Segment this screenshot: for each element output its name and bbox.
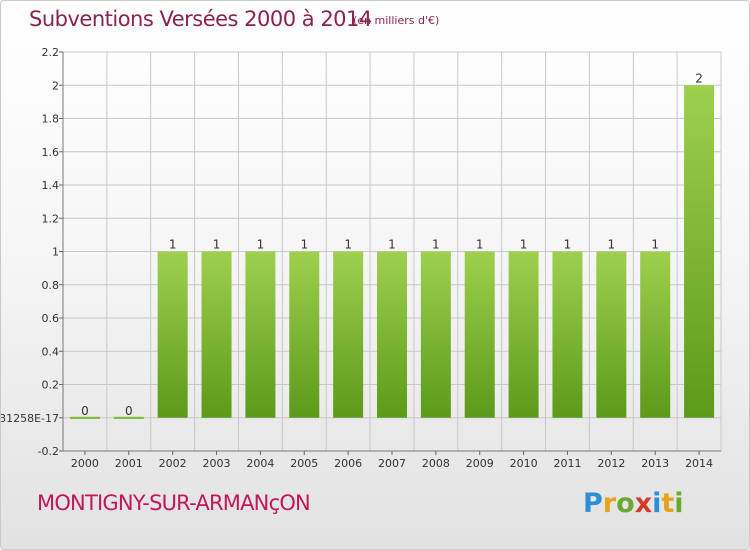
y-tick-label: 1.6 xyxy=(42,146,60,159)
x-tick-label: 2000 xyxy=(71,457,99,470)
y-tick-label: 0.2 xyxy=(42,379,60,392)
bar xyxy=(552,251,583,418)
x-tick-label: 2009 xyxy=(466,457,494,470)
commune-name: MONTIGNY-SUR-ARMANçON xyxy=(37,491,311,515)
x-tick-label: 2014 xyxy=(685,457,713,470)
x-tick-label: 2008 xyxy=(422,457,450,470)
bar xyxy=(464,251,495,418)
x-tick-label: 2013 xyxy=(641,457,669,470)
bar xyxy=(420,251,451,418)
brand-letter: o xyxy=(616,488,635,519)
bar xyxy=(640,251,671,418)
bar xyxy=(113,416,144,419)
bar xyxy=(69,416,100,419)
bar xyxy=(508,251,539,418)
y-tick-label: 2.2 xyxy=(42,46,60,59)
brand-letter: x xyxy=(634,488,653,519)
data-label: 1 xyxy=(344,238,352,252)
bar xyxy=(596,251,627,418)
brand-letter: i xyxy=(674,488,684,519)
units-label: (en milliers d'€) xyxy=(353,14,440,27)
brand-logo: Proxiti xyxy=(583,488,684,519)
x-tick-label: 2011 xyxy=(553,457,581,470)
data-label: 1 xyxy=(257,238,265,252)
x-tick-label: 2007 xyxy=(378,457,406,470)
y-tick-label: 0.6 xyxy=(42,312,60,325)
data-label: 1 xyxy=(651,238,659,252)
x-tick-label: 2002 xyxy=(159,457,187,470)
brand-letter: r xyxy=(602,488,617,519)
bar xyxy=(201,251,232,418)
data-label: 1 xyxy=(300,238,308,252)
brand-letter: P xyxy=(583,488,603,519)
data-label: 1 xyxy=(388,238,396,252)
bar-chart: -0.2 -5.5511151231258E-17 0.2 0.4 0.6 0.8 1 1.2… xyxy=(1,46,722,470)
bar xyxy=(289,251,320,418)
y-tick-label: -0.2 xyxy=(38,445,59,458)
data-label: 1 xyxy=(608,238,616,252)
y-tick-label: 0.8 xyxy=(42,279,60,292)
x-tick-label: 2003 xyxy=(203,457,231,470)
bar xyxy=(157,251,188,418)
data-label: 1 xyxy=(476,238,484,252)
brand-letter: i xyxy=(652,488,662,519)
bar xyxy=(245,251,276,418)
bar xyxy=(333,251,364,418)
data-label: 1 xyxy=(169,238,177,252)
data-label: 2 xyxy=(695,71,703,85)
x-tick-label: 2006 xyxy=(334,457,362,470)
data-label: 1 xyxy=(213,238,221,252)
brand-letter: t xyxy=(661,488,675,519)
x-tick-label: 2004 xyxy=(246,457,274,470)
data-label: 1 xyxy=(520,238,528,252)
data-label: 1 xyxy=(564,238,572,252)
data-label: 1 xyxy=(432,238,440,252)
y-tick-label: 0.4 xyxy=(42,345,60,358)
y-tick-label: -5.5511151231258E-17 xyxy=(1,412,59,425)
x-tick-label: 2001 xyxy=(115,457,143,470)
y-tick-label: 2 xyxy=(52,79,59,92)
bar xyxy=(684,85,715,418)
data-label: 0 xyxy=(81,404,89,418)
y-tick-label: 1.4 xyxy=(42,179,60,192)
x-tick-label: 2010 xyxy=(510,457,538,470)
bar xyxy=(377,251,407,418)
y-tick-label: 1 xyxy=(52,246,59,259)
data-label: 0 xyxy=(125,404,133,418)
x-tick-label: 2005 xyxy=(290,457,318,470)
chart-title: Subventions Versées 2000 à 2014 xyxy=(29,7,372,31)
x-tick-label: 2012 xyxy=(597,457,625,470)
y-tick-label: 1.8 xyxy=(42,113,60,126)
y-tick-label: 1.2 xyxy=(42,212,60,225)
